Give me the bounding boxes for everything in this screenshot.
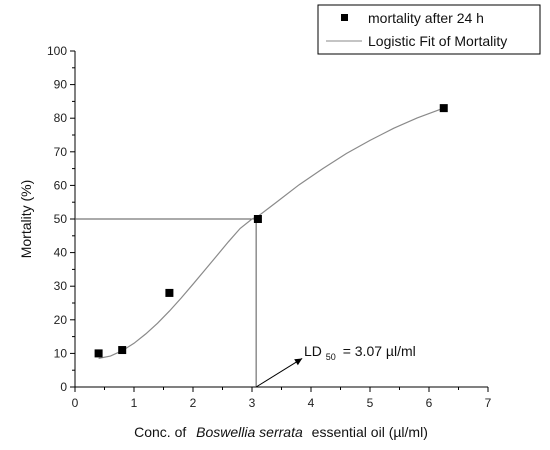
x-tick-label-5: 5 xyxy=(367,396,374,410)
logistic-fit-curve xyxy=(98,107,445,359)
y-tick-label-20: 20 xyxy=(54,313,68,327)
x-axis-title-suffix: essential oil (µl/ml) xyxy=(312,424,428,440)
y-tick-label-10: 10 xyxy=(54,346,68,360)
x-tick-label-3: 3 xyxy=(249,396,256,410)
y-tick-label-70: 70 xyxy=(54,145,68,159)
x-tick-label-4: 4 xyxy=(308,396,315,410)
y-axis-title: Mortality (%) xyxy=(18,180,34,259)
y-tick-label-100: 100 xyxy=(47,44,67,58)
data-point-2 xyxy=(118,346,127,355)
x-axis-title: Conc. of Boswellia serrata essential oil… xyxy=(134,424,428,440)
plot-area: 0 10 20 30 40 50 60 70 80 90 100 0 1 2 3 4 5 6 7 xyxy=(47,44,492,410)
legend-label-mortality: mortality after 24 h xyxy=(368,10,484,26)
legend-marker-mortality xyxy=(341,14,348,21)
ld50-annotation: LD 50 = 3.07 µl/ml xyxy=(304,343,416,363)
y-tick-label-60: 60 xyxy=(54,178,68,192)
ld50-prefix: LD xyxy=(304,343,322,359)
y-tick-label-0: 0 xyxy=(60,380,67,394)
ld50-arrow-line xyxy=(255,358,303,388)
x-axis-title-prefix: Conc. of xyxy=(134,424,186,440)
x-tick-label-0: 0 xyxy=(72,396,79,410)
ld50-arrow-head xyxy=(294,358,303,366)
x-tick-label-6: 6 xyxy=(426,396,433,410)
data-point-5 xyxy=(439,104,448,113)
x-tick-label-1: 1 xyxy=(131,396,138,410)
ld50-value: = 3.07 µl/ml xyxy=(343,343,416,359)
ld50-subscript: 50 xyxy=(326,352,336,362)
data-point-1 xyxy=(94,349,103,358)
y-tick-label-40: 40 xyxy=(54,246,68,260)
y-tick-label-50: 50 xyxy=(54,212,68,226)
legend: mortality after 24 h Logistic Fit of Mor… xyxy=(317,4,541,55)
legend-label-logistic: Logistic Fit of Mortality xyxy=(368,33,507,49)
x-tick-label-2: 2 xyxy=(190,396,197,410)
y-tick-label-90: 90 xyxy=(54,78,68,92)
data-point-4 xyxy=(253,215,262,223)
x-axis-title-italic: Boswellia serrata xyxy=(196,424,303,440)
y-tick-label-30: 30 xyxy=(54,279,68,293)
data-point-3 xyxy=(165,288,174,297)
x-tick-label-7: 7 xyxy=(485,396,492,410)
y-tick-label-80: 80 xyxy=(54,111,68,125)
legend-box xyxy=(317,4,541,55)
